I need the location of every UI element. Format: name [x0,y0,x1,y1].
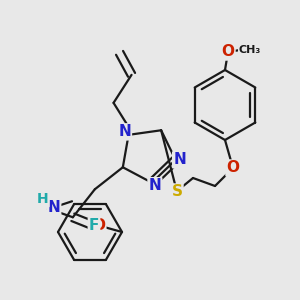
Text: O: O [221,44,235,59]
Text: O: O [92,218,105,233]
Text: S: S [172,184,182,200]
Text: N: N [47,200,60,215]
Text: N: N [148,178,161,193]
Text: O: O [226,160,239,175]
Text: CH₃: CH₃ [239,45,261,55]
Text: H: H [37,192,49,206]
Text: N: N [173,152,186,167]
Text: N: N [118,124,131,140]
Text: F: F [89,218,99,233]
